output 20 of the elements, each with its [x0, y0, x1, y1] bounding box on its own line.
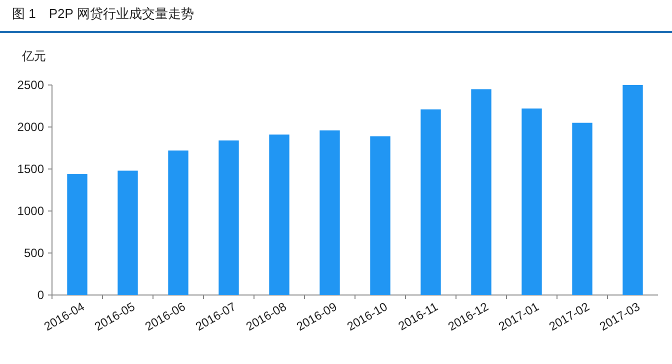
- y-tick-label: 500: [24, 246, 44, 260]
- bar: [269, 134, 290, 295]
- y-tick-label: 1500: [17, 162, 44, 176]
- y-tick-label: 2500: [17, 78, 44, 92]
- bar: [522, 108, 542, 295]
- bar: [572, 122, 592, 295]
- y-axis-title: 亿元: [21, 49, 46, 63]
- bar: [118, 170, 138, 295]
- y-tick-label: 2000: [17, 120, 44, 134]
- bar: [320, 130, 340, 295]
- bar: [218, 140, 239, 295]
- bar: [420, 109, 441, 295]
- bar: [67, 174, 88, 295]
- bar: [168, 150, 188, 295]
- y-tick-label: 1000: [17, 204, 44, 218]
- bar: [471, 89, 492, 295]
- bar: [370, 136, 390, 295]
- bar: [622, 85, 643, 295]
- chart-title: 图 1 P2P 网贷行业成交量走势: [12, 6, 194, 21]
- y-tick-label: 0: [37, 288, 44, 302]
